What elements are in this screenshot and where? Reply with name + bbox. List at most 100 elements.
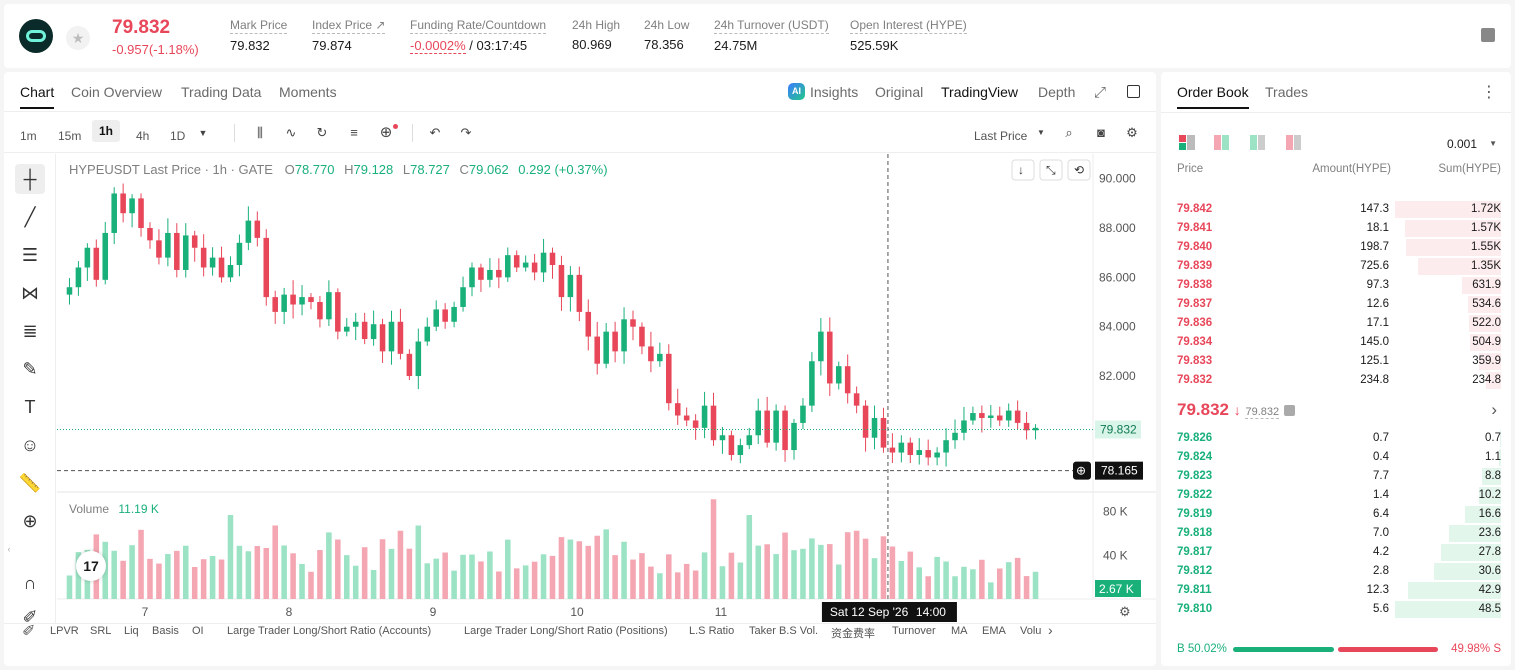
- scroll-down-icon-button[interactable]: [1011, 159, 1035, 181]
- search-icon[interactable]: ⌕: [1065, 125, 1073, 140]
- gear-icon[interactable]: ⚙: [1126, 125, 1138, 140]
- horizontal-lines-icon[interactable]: ☰: [21, 245, 39, 265]
- reset-icon-button[interactable]: [1067, 159, 1091, 181]
- ask-row[interactable]: 79.836 17.1 522.0: [1161, 314, 1511, 333]
- tab-insights[interactable]: Insights: [810, 84, 859, 100]
- ask-row[interactable]: 79.840 198.7 1.55K: [1161, 238, 1511, 257]
- indicators-icon[interactable]: ∿: [285, 125, 297, 140]
- indicator-turnover[interactable]: Turnover: [892, 625, 936, 637]
- bid-row[interactable]: 79.823 7.7 8.8: [1161, 467, 1511, 486]
- ask-row[interactable]: 79.834 145.0 504.9: [1161, 333, 1511, 352]
- indicator-funding-rate[interactable]: 资金费率: [831, 628, 875, 640]
- magnet-icon[interactable]: ∩: [23, 573, 37, 593]
- bid-row[interactable]: 79.812 2.8 30.6: [1161, 562, 1511, 581]
- fib-icon[interactable]: ≣: [22, 321, 38, 341]
- indicator-ma[interactable]: MA: [951, 625, 968, 637]
- view-asks-icon[interactable]: [1286, 135, 1302, 151]
- chevron-right-icon[interactable]: ›: [1048, 622, 1053, 638]
- bid-row[interactable]: 79.810 5.6 48.5: [1161, 600, 1511, 619]
- bid-row[interactable]: 79.824 0.4 1.1: [1161, 448, 1511, 467]
- bid-row[interactable]: 79.818 7.0 23.6: [1161, 524, 1511, 543]
- indicator-taker-vol[interactable]: Taker B.S Vol.: [749, 625, 819, 637]
- turnover-24h-stat[interactable]: 24h Turnover (USDT) 24.75M: [714, 18, 829, 53]
- templates-icon[interactable]: ≡: [350, 125, 358, 140]
- precision-select[interactable]: 0.001: [1446, 137, 1477, 151]
- add-alert-icon[interactable]: ⊕: [379, 124, 393, 141]
- pencil-icon[interactable]: ✐: [22, 607, 38, 627]
- brush-icon[interactable]: ✎: [22, 359, 38, 379]
- undo-icon[interactable]: ↶: [429, 125, 441, 140]
- indicator-volume[interactable]: Volu: [1020, 625, 1042, 637]
- view-both-icon[interactable]: [1179, 135, 1195, 151]
- zoom-in-icon[interactable]: ⊕: [22, 511, 38, 531]
- tab-chart[interactable]: Chart: [20, 84, 55, 109]
- more-icon[interactable]: ⋮: [1481, 84, 1497, 101]
- ask-row[interactable]: 79.832 234.8 234.8: [1161, 371, 1511, 390]
- index-price-stat[interactable]: Index Price ↗ 79.874: [312, 18, 386, 53]
- tradingview-logo-icon[interactable]: 17: [76, 551, 106, 581]
- camera-icon[interactable]: ◙: [1097, 125, 1105, 140]
- indicator-ema[interactable]: EMA: [982, 625, 1006, 637]
- crosshair-icon[interactable]: ┼: [15, 164, 45, 194]
- funding-rate-stat[interactable]: Funding Rate/Countdown -0.0002% / 03:17:…: [410, 18, 547, 54]
- indicator-srl[interactable]: SRL: [90, 625, 112, 637]
- tab-trades[interactable]: Trades: [1265, 84, 1309, 100]
- indicator-oi[interactable]: OI: [192, 625, 204, 637]
- ruler-icon[interactable]: 📏: [18, 473, 42, 493]
- ask-row[interactable]: 79.842 147.3 1.72K: [1161, 200, 1511, 219]
- window-icon[interactable]: [1127, 85, 1140, 98]
- interval-1m[interactable]: 1m: [20, 129, 37, 143]
- ask-row[interactable]: 79.839 725.6 1.35K: [1161, 257, 1511, 276]
- indicator-lpvr[interactable]: LPVR: [50, 625, 79, 637]
- chevron-right-icon[interactable]: ›: [1491, 400, 1497, 419]
- tab-original[interactable]: Original: [875, 84, 924, 100]
- indicator-lt-accounts[interactable]: Large Trader Long/Short Ratio (Accounts): [227, 625, 432, 637]
- bid-row[interactable]: 79.826 0.7 0.7: [1161, 429, 1511, 448]
- tab-tradingview[interactable]: TradingView: [941, 84, 1019, 100]
- candle-type-icon[interactable]: ⫼: [257, 125, 263, 140]
- emoji-icon[interactable]: ☺: [20, 435, 40, 455]
- mark-price-stat[interactable]: Mark Price 79.832: [230, 18, 288, 53]
- ask-row[interactable]: 79.841 18.1 1.57K: [1161, 219, 1511, 238]
- mid-price[interactable]: 79.832 ↓ 79.832: [1177, 400, 1295, 420]
- collapse-icon-button[interactable]: [1039, 159, 1063, 181]
- pattern-icon[interactable]: ⋈: [21, 283, 39, 303]
- interval-4h[interactable]: 4h: [136, 129, 150, 143]
- chevron-down-icon[interactable]: ▼: [1037, 128, 1045, 137]
- ask-row[interactable]: 79.833 125.1 359.9: [1161, 352, 1511, 371]
- pencil-icon[interactable]: ✐: [22, 623, 36, 640]
- tab-coin-overview[interactable]: Coin Overview: [71, 84, 163, 100]
- chevron-down-icon[interactable]: ▼: [1489, 139, 1497, 148]
- view-bids-icon[interactable]: [1250, 135, 1266, 151]
- add-alert-button[interactable]: [1073, 461, 1091, 480]
- book-icon[interactable]: [1481, 28, 1495, 42]
- trend-line-icon[interactable]: ╱: [24, 207, 36, 227]
- open-interest-stat[interactable]: Open Interest (HYPE) 525.59K: [850, 18, 967, 53]
- redo-icon[interactable]: ↷: [460, 125, 472, 140]
- expand-icon[interactable]: ⤢: [1094, 84, 1107, 101]
- view-split-icon[interactable]: [1214, 135, 1230, 151]
- indicator-lt-positions[interactable]: Large Trader Long/Short Ratio (Positions…: [464, 625, 668, 637]
- text-icon[interactable]: T: [24, 397, 36, 417]
- bid-row[interactable]: 79.822 1.4 10.2: [1161, 486, 1511, 505]
- bid-row[interactable]: 79.817 4.2 27.8: [1161, 543, 1511, 562]
- ask-row[interactable]: 79.837 12.6 534.6: [1161, 295, 1511, 314]
- bid-row[interactable]: 79.819 6.4 16.6: [1161, 505, 1511, 524]
- indicator-liq[interactable]: Liq: [124, 625, 139, 637]
- ask-row[interactable]: 79.838 97.3 631.9: [1161, 276, 1511, 295]
- interval-1d[interactable]: 1D: [170, 129, 186, 143]
- interval-15m[interactable]: 15m: [58, 129, 82, 143]
- bid-row[interactable]: 79.811 12.3 42.9: [1161, 581, 1511, 600]
- chevron-down-icon[interactable]: ▼: [198, 128, 208, 138]
- price-type-select[interactable]: Last Price: [974, 129, 1028, 143]
- collapse-arrow-icon[interactable]: ‹: [7, 544, 11, 554]
- interval-1h[interactable]: 1h: [92, 120, 121, 142]
- replay-icon[interactable]: ↻: [316, 125, 328, 140]
- indicator-ls-ratio[interactable]: L.S Ratio: [689, 625, 735, 637]
- indicator-basis[interactable]: Basis: [152, 625, 179, 637]
- tab-order-book[interactable]: Order Book: [1177, 84, 1249, 109]
- tab-trading-data[interactable]: Trading Data: [181, 84, 262, 100]
- favorite-star-icon[interactable]: ★: [66, 26, 90, 50]
- tab-moments[interactable]: Moments: [279, 84, 337, 100]
